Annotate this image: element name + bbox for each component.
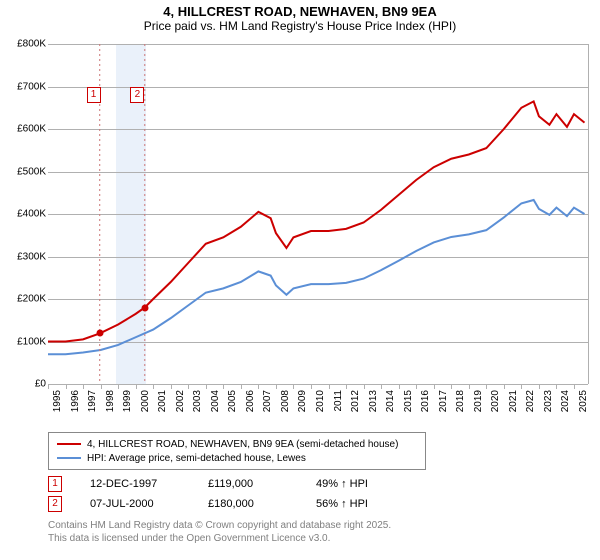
sale-marker-box: 2 [130, 87, 144, 103]
sale-marker-2: 2 [48, 496, 62, 512]
x-axis-label: 2012 [350, 390, 361, 412]
x-axis-label: 1996 [70, 390, 81, 412]
legend-swatch-property [57, 443, 81, 445]
sale-price: £119,000 [208, 478, 288, 490]
credit-text: Contains HM Land Registry data © Crown c… [48, 520, 391, 545]
x-axis-label: 1997 [87, 390, 98, 412]
sale-marker-1: 1 [48, 476, 62, 492]
x-axis-label: 2018 [455, 390, 466, 412]
x-axis-label: 2023 [543, 390, 554, 412]
x-axis-label: 2002 [175, 390, 186, 412]
sale-dot [141, 304, 148, 311]
sale-date: 12-DEC-1997 [90, 478, 180, 490]
x-axis-label: 2017 [438, 390, 449, 412]
x-axis-label: 2008 [280, 390, 291, 412]
x-axis-label: 2019 [473, 390, 484, 412]
y-axis-label: £500K [0, 166, 46, 177]
title-line-1: 4, HILLCREST ROAD, NEWHAVEN, BN9 9EA [0, 4, 600, 19]
series-hpi [48, 200, 584, 354]
x-axis-label: 2016 [420, 390, 431, 412]
sale-marker-box: 1 [87, 87, 101, 103]
y-axis-label: £600K [0, 124, 46, 135]
sale-delta: 56% ↑ HPI [316, 498, 368, 510]
y-axis-label: £200K [0, 294, 46, 305]
x-axis-label: 2003 [192, 390, 203, 412]
x-axis-label: 2006 [245, 390, 256, 412]
x-axis-label: 2010 [315, 390, 326, 412]
sale-dot [96, 330, 103, 337]
x-axis-label: 2022 [525, 390, 536, 412]
sale-date: 07-JUL-2000 [90, 498, 180, 510]
x-axis-label: 2000 [140, 390, 151, 412]
sale-delta: 49% ↑ HPI [316, 478, 368, 490]
y-axis-label: £800K [0, 39, 46, 50]
x-axis-label: 2025 [578, 390, 589, 412]
x-axis-label: 2009 [297, 390, 308, 412]
x-axis-label: 2011 [333, 390, 344, 412]
x-axis-label: 2020 [490, 390, 501, 412]
x-axis-label: 1998 [105, 390, 116, 412]
legend: 4, HILLCREST ROAD, NEWHAVEN, BN9 9EA (se… [48, 432, 426, 470]
y-axis-label: £100K [0, 336, 46, 347]
x-axis-label: 2007 [262, 390, 273, 412]
title-line-2: Price paid vs. HM Land Registry's House … [0, 19, 600, 33]
x-axis-label: 2005 [227, 390, 238, 412]
x-axis-label: 1995 [52, 390, 63, 412]
x-axis-label: 2024 [560, 390, 571, 412]
x-axis-label: 2001 [157, 390, 168, 412]
y-axis-label: £0 [0, 379, 46, 390]
sale-data-table: 1 12-DEC-1997 £119,000 49% ↑ HPI 2 07-JU… [48, 474, 368, 514]
legend-swatch-hpi [57, 457, 81, 459]
sale-price: £180,000 [208, 498, 288, 510]
x-axis-label: 1999 [122, 390, 133, 412]
table-row: 2 07-JUL-2000 £180,000 56% ↑ HPI [48, 494, 368, 514]
y-axis-label: £400K [0, 209, 46, 220]
series-property [48, 101, 584, 341]
x-axis-label: 2021 [508, 390, 519, 412]
x-axis-label: 2015 [403, 390, 414, 412]
x-axis-label: 2014 [385, 390, 396, 412]
chart-area: 12 [48, 44, 589, 384]
credit-line-2: This data is licensed under the Open Gov… [48, 533, 391, 546]
legend-label-property: 4, HILLCREST ROAD, NEWHAVEN, BN9 9EA (se… [87, 439, 398, 450]
table-row: 1 12-DEC-1997 £119,000 49% ↑ HPI [48, 474, 368, 494]
credit-line-1: Contains HM Land Registry data © Crown c… [48, 520, 391, 533]
y-axis-label: £300K [0, 251, 46, 262]
y-axis-label: £700K [0, 81, 46, 92]
x-axis-label: 2013 [368, 390, 379, 412]
x-axis-label: 2004 [210, 390, 221, 412]
legend-label-hpi: HPI: Average price, semi-detached house,… [87, 453, 306, 464]
